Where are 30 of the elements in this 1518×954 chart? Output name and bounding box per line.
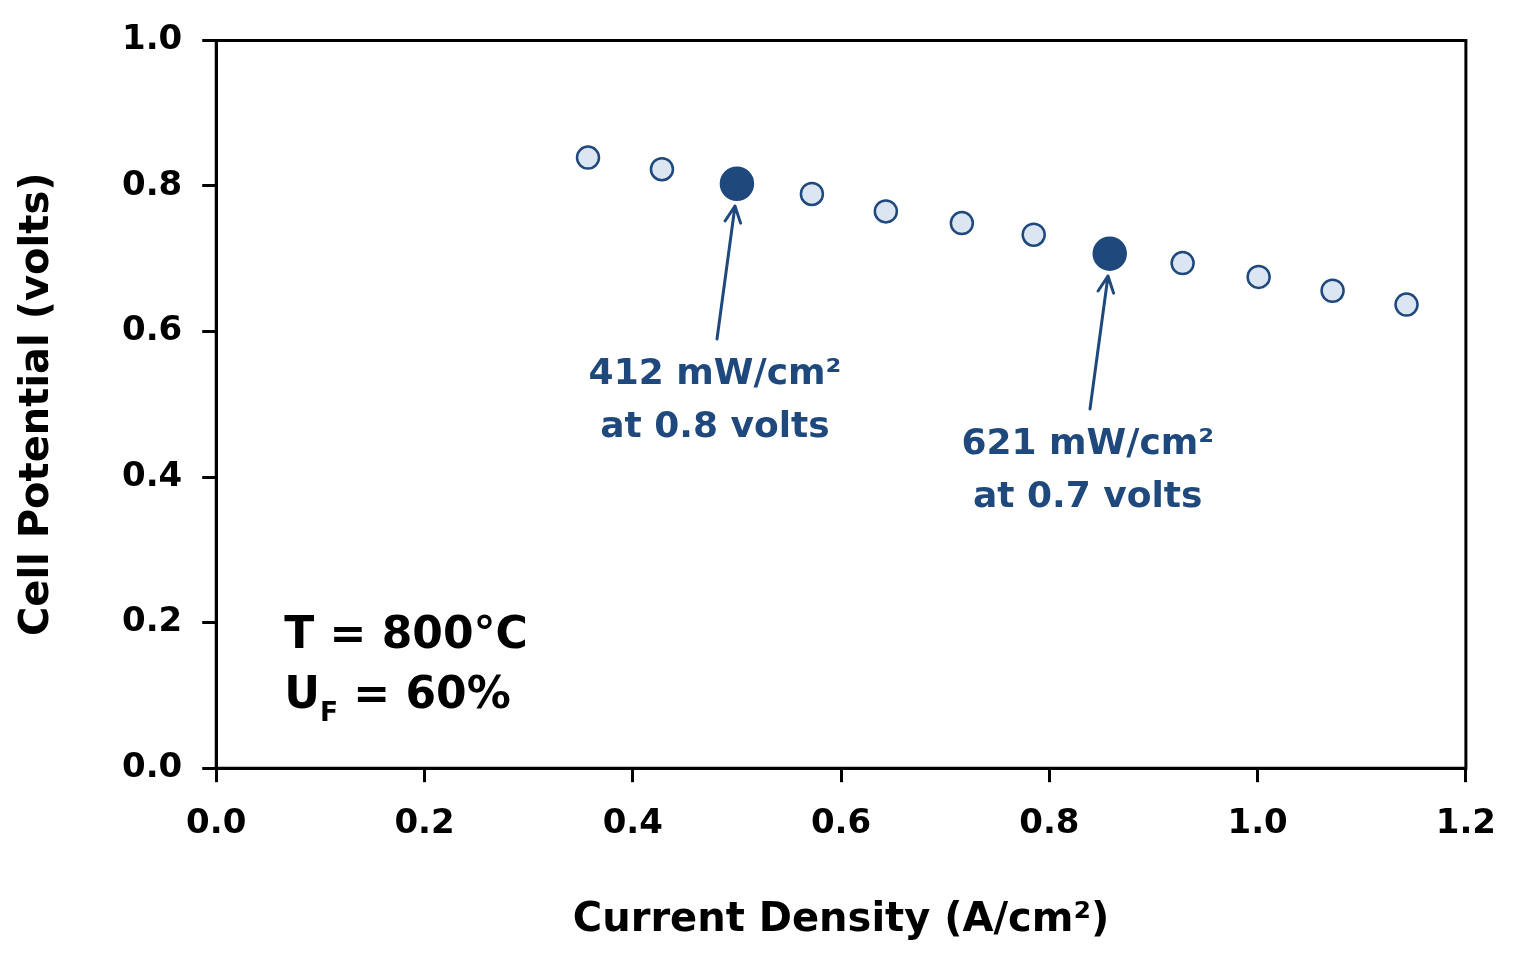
point [1021, 222, 1046, 247]
point [1394, 292, 1419, 317]
annotation: T = 800°C [284, 607, 528, 659]
y-tick-label: 0.2 [122, 599, 183, 640]
x-tick-label: 0.4 [602, 801, 663, 842]
point [1320, 278, 1345, 304]
x-tick-label: 1.0 [1227, 801, 1288, 842]
x-tick-label: 0.8 [1019, 801, 1080, 842]
annotation: 621 mW/cm² at 0.7 volts [961, 420, 1215, 515]
point [575, 145, 601, 170]
y-tick-label: 0.8 [122, 162, 183, 203]
point [719, 166, 755, 202]
y-tick-label: 0.0 [122, 745, 183, 786]
x-tick-label: 0.6 [810, 801, 872, 842]
y-tick-label: 0.6 [122, 308, 183, 349]
x-axis-title: Current Density (A/cm²) [572, 894, 1110, 941]
point [873, 199, 899, 224]
x-tick-label: 0.0 [186, 801, 247, 842]
point [799, 181, 825, 207]
y-tick-label: 1.0 [122, 17, 183, 58]
x-tick-label: 0.2 [394, 801, 455, 842]
x-tick-label: 1.2 [1435, 801, 1496, 842]
y-axis-title: Cell Potential (volts) [11, 172, 58, 637]
annotation: 412 mW/cm² at 0.8 volts [588, 350, 842, 445]
point [649, 156, 675, 182]
point [1246, 264, 1271, 290]
point [1170, 250, 1195, 276]
point [949, 210, 975, 236]
y-tick-label: 0.4 [122, 453, 183, 494]
point [1092, 236, 1127, 271]
